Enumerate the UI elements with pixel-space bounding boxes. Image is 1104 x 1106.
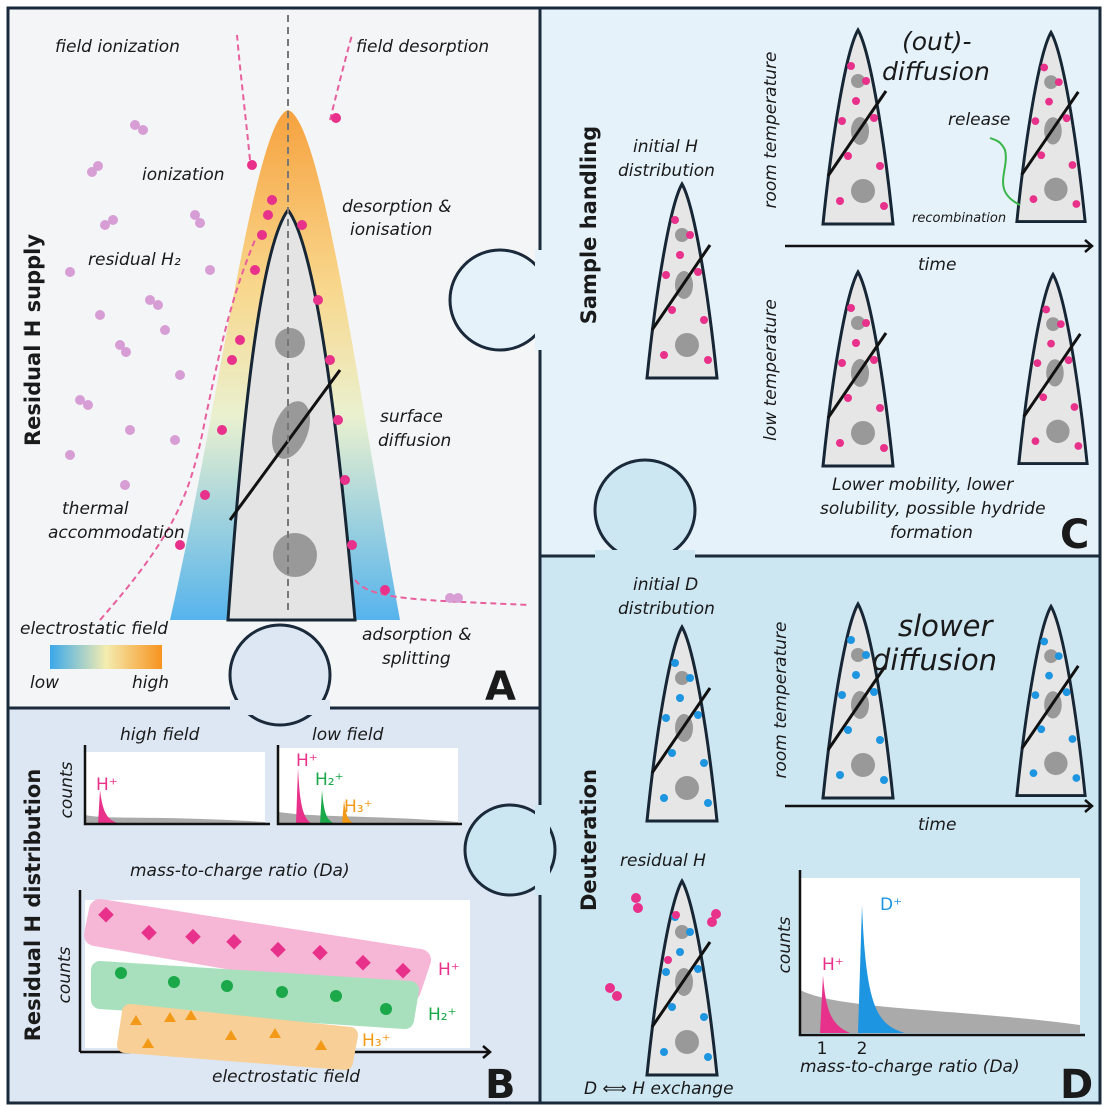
precipitate: [275, 328, 305, 358]
label: field desorption: [356, 37, 489, 57]
label: diffusion: [872, 643, 997, 677]
label: recombination: [912, 211, 1006, 226]
legend-label: H⁺: [438, 960, 460, 980]
label: distribution: [618, 599, 715, 619]
panel-letter: A: [485, 664, 516, 710]
puzzle-join: [230, 700, 330, 715]
puzzle-join: [535, 250, 555, 350]
axis-label: time: [918, 255, 956, 275]
precipitate: [273, 533, 317, 577]
panel-title: Deuteration: [577, 769, 601, 911]
axis-label: counts: [57, 761, 77, 818]
label: solubility, possible hydride: [820, 499, 1046, 519]
ion-label: H⁺: [296, 751, 318, 771]
ion-label: H⁺: [822, 955, 844, 975]
label: residual H₂: [88, 250, 181, 270]
puzzle-join: [535, 805, 550, 895]
panel-title: Residual H supply: [21, 234, 45, 446]
axis-label: low temperature: [761, 299, 781, 441]
label: formation: [890, 523, 973, 543]
ion-label: H₃⁺: [344, 797, 373, 817]
puzzle-knob: [595, 460, 695, 560]
label: D ⟺ H exchange: [584, 1079, 734, 1099]
colorbar-high: high: [132, 673, 169, 693]
colorbar-low: low: [30, 673, 59, 693]
panel-letter: B: [485, 1062, 516, 1106]
legend-label: H₂⁺: [428, 1005, 457, 1025]
x-tick-label: 1: [817, 1039, 828, 1059]
label: release: [948, 110, 1010, 130]
label: low field: [312, 725, 384, 745]
label: adsorption &: [362, 625, 471, 645]
label: accommodation: [48, 523, 185, 543]
label: residual H: [620, 851, 706, 871]
label: splitting: [382, 649, 451, 669]
label: thermal: [62, 499, 129, 519]
axis-label: mass-to-charge ratio (Da): [130, 861, 350, 881]
x-tick-label: 2: [857, 1039, 868, 1059]
axis-label: counts: [775, 916, 795, 973]
label: slower: [898, 609, 994, 643]
label: Lower mobility, lower: [832, 475, 1014, 495]
label: distribution: [618, 161, 715, 181]
panel-letter: C: [1060, 512, 1089, 558]
colorbar-title: electrostatic field: [20, 619, 168, 639]
axis-label: mass-to-charge ratio (Da): [800, 1057, 1020, 1077]
panel-title: Residual H distribution: [21, 769, 45, 1042]
ion-label: H⁺: [96, 775, 118, 795]
axis-label: room temperature: [761, 52, 781, 209]
label: ionization: [142, 165, 225, 185]
axis-label: counts: [55, 946, 75, 1003]
puzzle-join: [595, 550, 695, 565]
label: field ionization: [55, 37, 180, 57]
ion-label: D⁺: [880, 895, 902, 915]
label: (out)-: [902, 27, 971, 56]
label: diffusion: [378, 431, 451, 451]
legend-label: H₃⁺: [362, 1031, 391, 1051]
axis-label: time: [918, 815, 956, 835]
label: initial D: [633, 575, 698, 595]
label: desorption &: [342, 197, 452, 217]
colorbar: [50, 645, 162, 669]
label: initial H: [633, 137, 698, 157]
axis-label: room temperature: [771, 622, 791, 779]
label: ionisation: [350, 220, 432, 240]
ion-label: H₂⁺: [315, 770, 344, 790]
label: high field: [120, 725, 200, 745]
label: surface: [380, 407, 443, 427]
figure: Residual H supply field ionization field…: [0, 0, 1104, 1106]
panel-letter: D: [1060, 1062, 1093, 1106]
axis-label: electrostatic field: [212, 1067, 360, 1087]
label: diffusion: [882, 57, 990, 86]
panel-title: Sample handling: [577, 126, 601, 324]
